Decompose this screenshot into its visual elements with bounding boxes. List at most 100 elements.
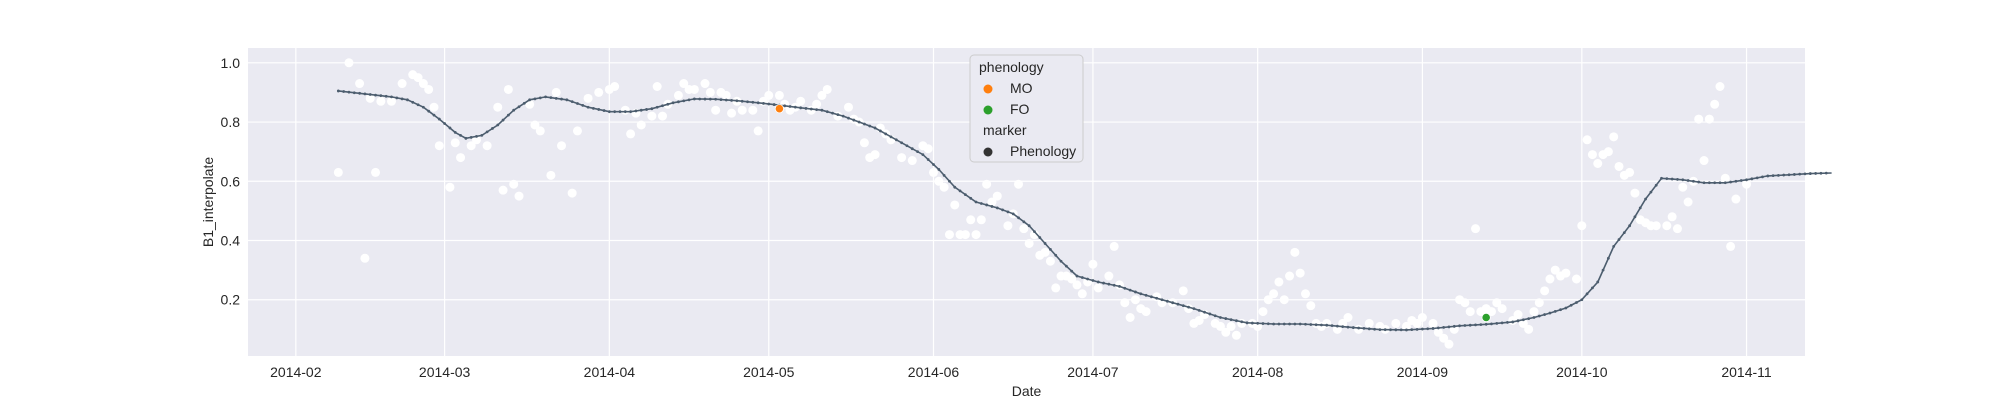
curve-point <box>1118 285 1121 288</box>
curve-point <box>464 136 468 140</box>
observation-point <box>700 79 710 89</box>
curve-point <box>740 99 744 103</box>
curve-point <box>926 158 930 161</box>
curve-point <box>1782 173 1786 177</box>
observation-point <box>546 170 556 180</box>
curve-point <box>1665 177 1669 181</box>
curve-point <box>1591 286 1594 290</box>
curve-point <box>1197 308 1201 312</box>
observation-point <box>812 99 822 109</box>
curve-point <box>1463 324 1467 327</box>
curve-point <box>501 118 505 122</box>
curve-point <box>1086 277 1090 281</box>
curve-point <box>485 130 489 134</box>
legend-fo-label: FO <box>1010 101 1030 117</box>
observation-point <box>950 200 960 210</box>
observation-point <box>971 230 981 240</box>
curve-point <box>395 96 399 100</box>
curve-point <box>719 98 723 102</box>
curve-point <box>889 135 893 139</box>
observation-point <box>647 111 657 121</box>
observation-point <box>897 153 907 163</box>
observation-point <box>594 87 604 97</box>
observation-point <box>929 167 939 177</box>
curve-point <box>459 133 462 137</box>
curve-point <box>358 91 361 95</box>
curve-point <box>1803 172 1807 176</box>
observation-point <box>1534 298 1544 308</box>
observation-point <box>1694 114 1704 124</box>
curve-point <box>1049 247 1052 251</box>
curve-point <box>1149 295 1153 299</box>
curve-point <box>1771 174 1775 178</box>
observation-point <box>1428 318 1438 328</box>
observation-point <box>705 87 715 97</box>
curve-point <box>544 95 547 99</box>
curve-point <box>1346 325 1350 329</box>
curve-point <box>421 105 425 109</box>
curve-point <box>1707 181 1711 185</box>
curve-point <box>863 122 866 126</box>
curve-point <box>1272 322 1276 326</box>
curve-point <box>677 100 680 104</box>
observation-point <box>1486 307 1496 317</box>
x-tick-label: 2014-11 <box>1721 364 1772 380</box>
curve-point <box>1378 328 1382 332</box>
observation-point <box>689 84 699 94</box>
curve-point <box>645 108 648 111</box>
observation-point <box>1625 167 1635 177</box>
observation-point <box>530 120 540 130</box>
curve-point <box>1638 206 1642 210</box>
curve-point <box>443 122 447 125</box>
observation-point <box>376 96 386 106</box>
curve-point <box>1814 172 1818 175</box>
curve-point <box>1160 298 1164 302</box>
legend-mo-label: MO <box>1010 80 1033 96</box>
observation-point <box>976 215 986 225</box>
curve-point <box>1245 321 1249 325</box>
curve-point <box>1144 293 1148 297</box>
curve-point <box>549 96 553 100</box>
curve-point <box>767 102 771 106</box>
curve-point <box>1155 296 1159 300</box>
observation-point <box>1231 330 1241 340</box>
observation-point <box>1742 179 1752 189</box>
observation-point <box>748 105 758 115</box>
observation-point <box>1726 241 1736 251</box>
curve-point <box>1325 323 1329 327</box>
observation-point <box>1444 339 1454 349</box>
curve-point <box>1622 231 1626 235</box>
curve-point <box>783 104 787 108</box>
observation-point <box>503 84 513 94</box>
observation-point <box>774 90 784 100</box>
y-tick-label: 1.0 <box>221 55 241 71</box>
curve-point <box>1330 324 1334 328</box>
observation-point <box>333 167 343 177</box>
curve-point <box>1054 253 1058 257</box>
curve-point <box>1575 301 1578 304</box>
curve-point <box>1389 328 1392 332</box>
curve-point <box>1181 304 1185 308</box>
observation-point <box>711 105 721 115</box>
observation-point <box>992 191 1002 201</box>
curve-point <box>1059 259 1063 263</box>
curve-point <box>1017 216 1020 220</box>
curve-point <box>1745 178 1748 182</box>
observation-point <box>1072 280 1082 290</box>
curve-point <box>1580 298 1584 302</box>
curve-point <box>1761 175 1764 179</box>
observation-point <box>721 90 731 100</box>
curve-point <box>884 132 888 136</box>
observation-point <box>1401 321 1411 331</box>
observation-point <box>413 73 423 83</box>
curve-point <box>363 92 367 96</box>
curve-point <box>1484 322 1488 326</box>
curve-point <box>1527 317 1531 321</box>
y-tick-labels: 0.2 0.4 0.6 0.8 1.0 <box>221 55 241 308</box>
observation-point <box>386 96 396 106</box>
curve-point <box>1096 280 1100 284</box>
curve-point <box>1250 321 1254 325</box>
observation-point <box>1497 304 1507 314</box>
observation-point <box>1274 277 1284 287</box>
curve-point <box>873 126 877 130</box>
